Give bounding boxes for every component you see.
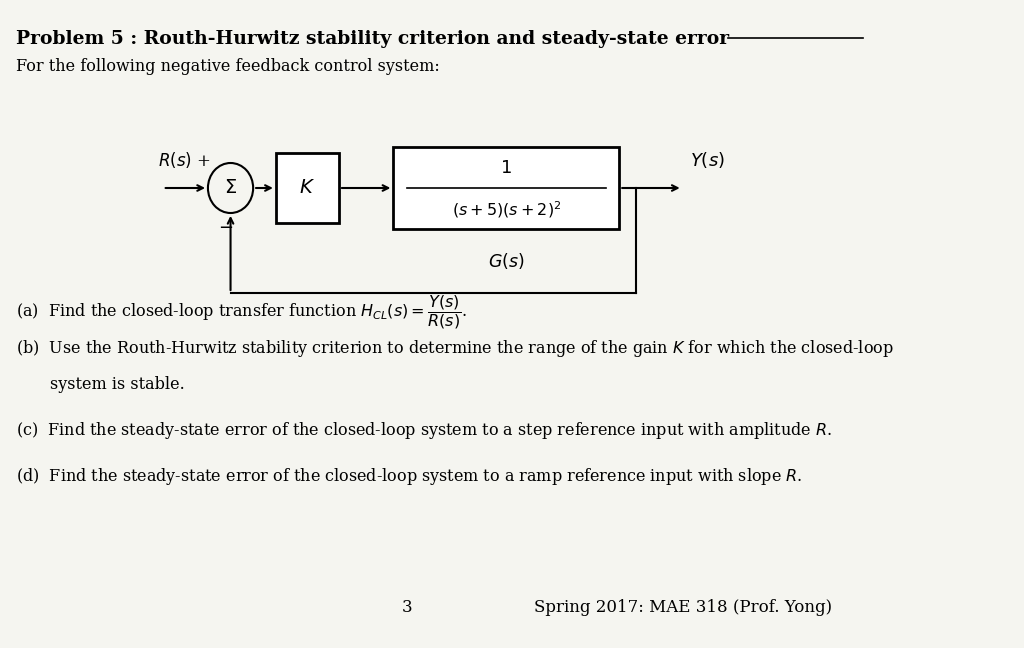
Text: $1$: $1$ [501,159,512,177]
Text: $G(s)$: $G(s)$ [488,251,524,271]
Text: $R(s)$ +: $R(s)$ + [159,150,211,170]
Text: $\Sigma$: $\Sigma$ [224,179,237,197]
Text: Spring 2017: MAE 318 (Prof. Yong): Spring 2017: MAE 318 (Prof. Yong) [534,599,831,616]
Text: $(s+5)(s+2)^2$: $(s+5)(s+2)^2$ [452,200,561,220]
Text: $K$: $K$ [299,179,315,197]
Text: (d)  Find the steady-state error of the closed-loop system to a ramp reference i: (d) Find the steady-state error of the c… [16,466,803,487]
Text: (a)  Find the closed-loop transfer function $H_{CL}(s) = \dfrac{Y(s)}{R(s)}$.: (a) Find the closed-loop transfer functi… [16,293,467,331]
FancyBboxPatch shape [393,147,620,229]
Text: system is stable.: system is stable. [50,376,184,393]
Text: $Y(s)$: $Y(s)$ [690,150,725,170]
Text: Problem 5 : Routh-Hurwitz stability criterion and steady-state error: Problem 5 : Routh-Hurwitz stability crit… [16,30,729,48]
Text: $-$: $-$ [218,217,233,235]
Text: 3: 3 [401,599,412,616]
FancyBboxPatch shape [275,153,339,223]
Text: (c)  Find the steady-state error of the closed-loop system to a step reference i: (c) Find the steady-state error of the c… [16,420,833,441]
Text: (b)  Use the Routh-Hurwitz stability criterion to determine the range of the gai: (b) Use the Routh-Hurwitz stability crit… [16,338,894,359]
Text: For the following negative feedback control system:: For the following negative feedback cont… [16,58,440,75]
